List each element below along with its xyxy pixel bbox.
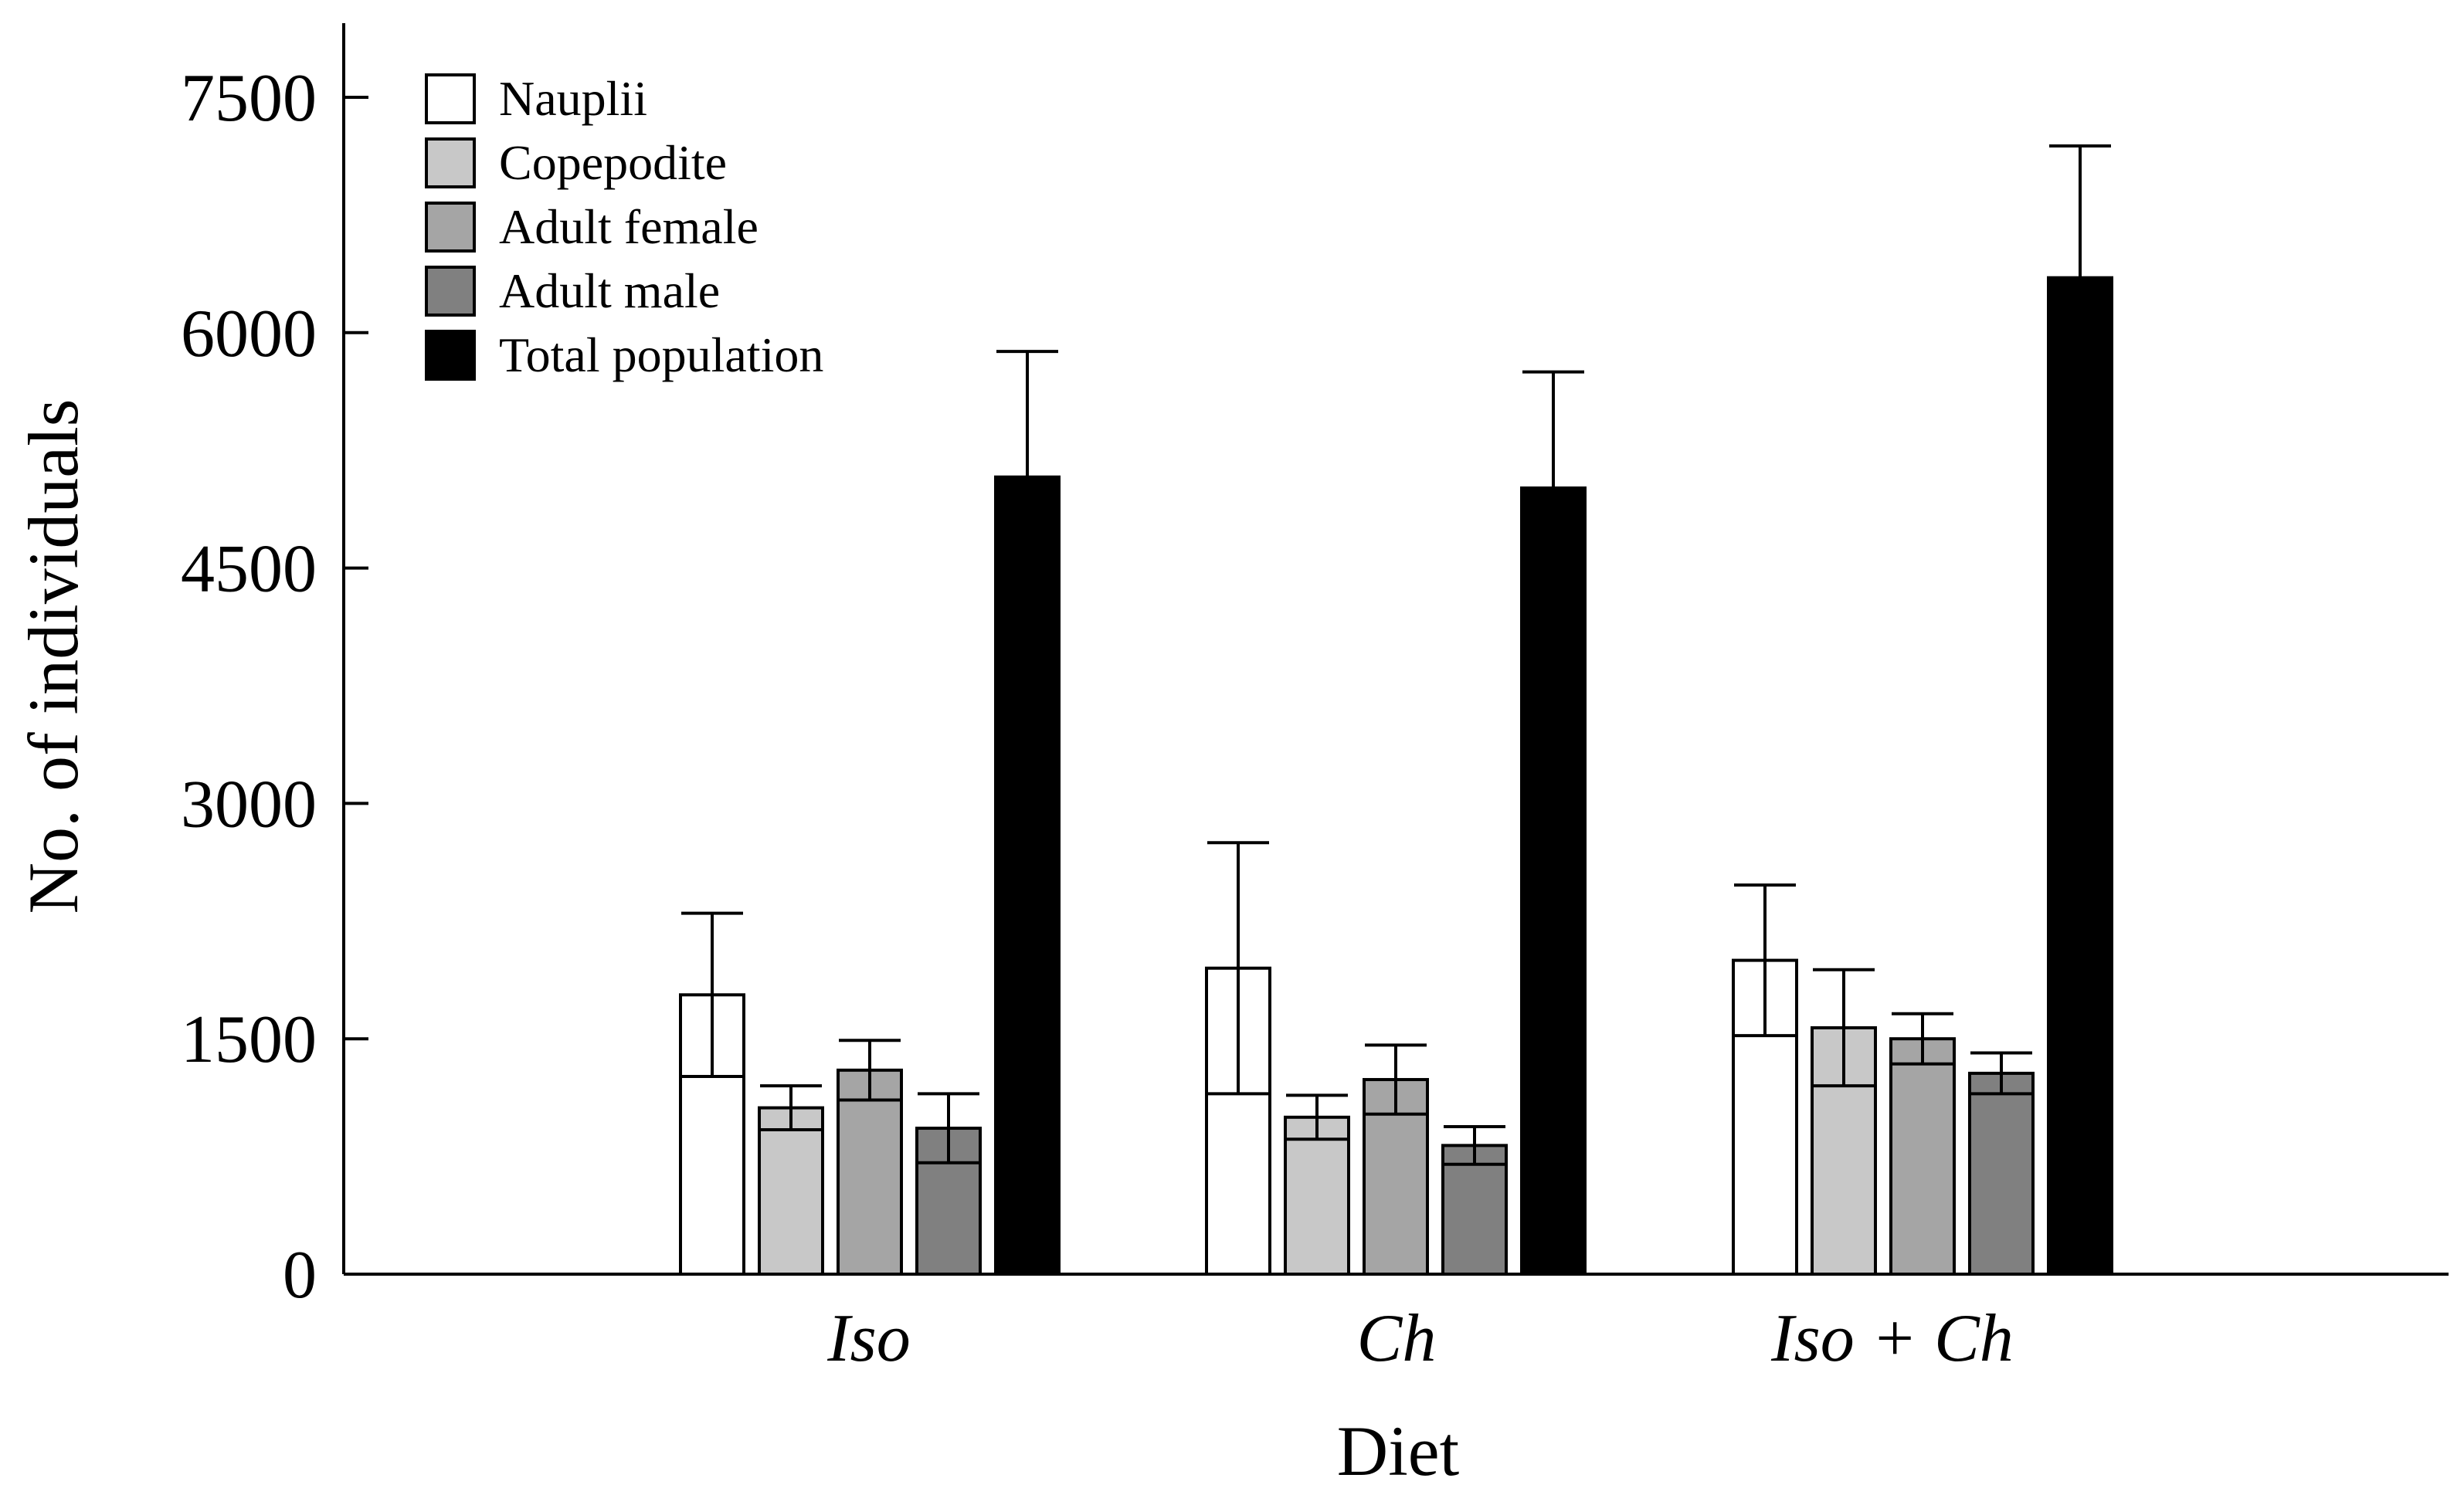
bar <box>1284 1115 1350 1276</box>
legend-swatch <box>425 137 476 188</box>
legend-swatch <box>425 266 476 317</box>
y-tick-label: 1500 <box>181 1002 317 1077</box>
y-tick-label: 6000 <box>181 297 317 371</box>
bar <box>994 475 1061 1276</box>
legend-swatch <box>425 330 476 381</box>
bar <box>2047 276 2113 1276</box>
legend-swatch <box>425 73 476 124</box>
x-axis-title: Diet <box>1337 1412 1460 1490</box>
y-tick-label: 4500 <box>181 532 317 607</box>
bar <box>1968 1071 2035 1276</box>
legend-label: Copepodite <box>499 135 727 190</box>
legend-label: Adult female <box>499 199 759 254</box>
y-tick-label: 7500 <box>181 61 317 136</box>
y-axis-title: No. of individuals <box>14 399 93 914</box>
bar <box>1520 486 1587 1276</box>
x-tick-label: Ch <box>1357 1301 1437 1376</box>
legend-label: Total population <box>499 327 823 382</box>
legend: Nauplii Copepodite Adult female Adult male T… <box>425 71 823 382</box>
y-tick-label: 0 <box>283 1238 317 1313</box>
x-tick-label: Iso + Ch <box>1770 1301 2014 1376</box>
bar <box>1889 1037 1956 1276</box>
y-tick-label: 3000 <box>181 767 317 842</box>
legend-label: Adult male <box>499 263 720 318</box>
legend-label: Nauplii <box>499 71 647 126</box>
legend-swatch <box>425 202 476 253</box>
x-tick-label: Iso <box>826 1301 911 1376</box>
bar <box>758 1106 824 1276</box>
plot-area: 0 1500 3000 4500 6000 7500 Iso Ch Iso + Ch <box>181 23 2449 1376</box>
bar <box>1441 1144 1508 1276</box>
